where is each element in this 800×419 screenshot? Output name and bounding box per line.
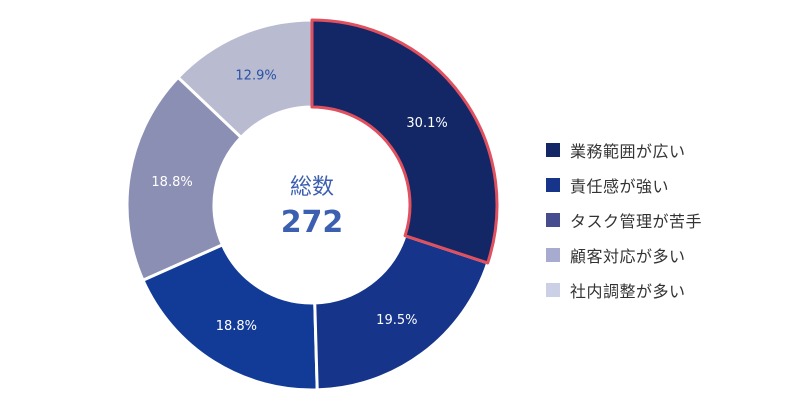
slice-3 — [141, 243, 319, 392]
legend-item-2: 責任感が強い — [546, 167, 702, 202]
slice-label-group: 30.1% 19.5% 18.8% 18.8% 12.9% — [151, 68, 447, 334]
slice-group — [125, 18, 499, 392]
slice-value-label-4: 18.8% — [151, 175, 192, 190]
legend-item-1: 業務範囲が広い — [546, 132, 702, 167]
legend-swatch — [546, 177, 560, 192]
center-total-value: 272 — [281, 205, 344, 240]
slice-value-label-1: 30.1% — [406, 116, 447, 131]
slice-2 — [313, 234, 490, 392]
legend-swatch — [546, 142, 560, 157]
slice-value-label-3: 18.8% — [216, 319, 257, 334]
legend-swatch — [546, 247, 560, 262]
center-label: 総数 — [290, 175, 334, 200]
legend-label: タスク管理が苦手 — [570, 211, 703, 231]
legend-label: 顧客対応が多い — [570, 246, 686, 266]
legend-swatch — [546, 282, 560, 297]
legend-label: 社内調整が多い — [570, 281, 686, 301]
slice-value-label-2: 19.5% — [376, 313, 417, 328]
legend-label: 責任感が強い — [570, 176, 670, 196]
legend-swatch — [546, 212, 560, 227]
legend-item-3: タスク管理が苦手 — [546, 202, 702, 237]
legend-label: 業務範囲が広い — [570, 141, 686, 161]
legend-item-4: 顧客対応が多い — [546, 237, 702, 272]
slice-value-label-5: 12.9% — [235, 68, 276, 83]
legend-item-5: 社内調整が多い — [546, 272, 702, 307]
legend: 業務範囲が広い 責任感が強いタスク管理が苦手 顧客対応が多い 社内調整が多い — [546, 132, 702, 307]
slice-4 — [125, 75, 243, 282]
slice-1 — [310, 18, 499, 265]
